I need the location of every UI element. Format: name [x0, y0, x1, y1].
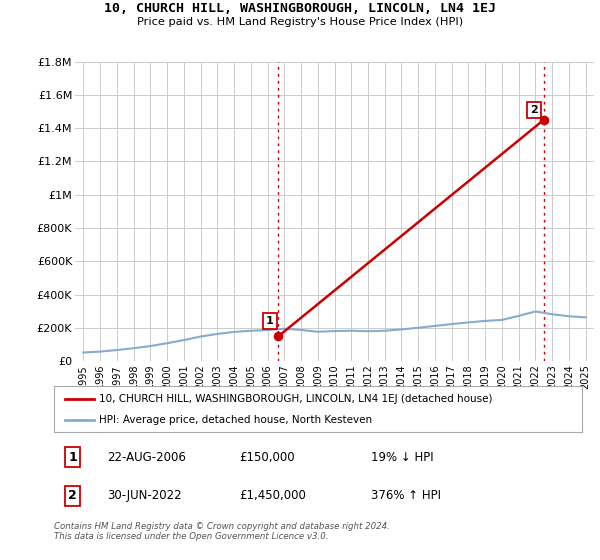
Text: HPI: Average price, detached house, North Kesteven: HPI: Average price, detached house, Nort… [99, 416, 372, 426]
Text: 10, CHURCH HILL, WASHINGBOROUGH, LINCOLN, LN4 1EJ (detached house): 10, CHURCH HILL, WASHINGBOROUGH, LINCOLN… [99, 394, 493, 404]
Point [539, 115, 548, 124]
Text: 376% ↑ HPI: 376% ↑ HPI [371, 489, 441, 502]
Text: 30-JUN-2022: 30-JUN-2022 [107, 489, 181, 502]
Text: £1,450,000: £1,450,000 [239, 489, 305, 502]
Text: Price paid vs. HM Land Registry's House Price Index (HPI): Price paid vs. HM Land Registry's House … [137, 17, 463, 27]
Text: 2: 2 [530, 105, 538, 115]
Text: 1: 1 [68, 451, 77, 464]
Point [274, 332, 283, 340]
Text: Contains HM Land Registry data © Crown copyright and database right 2024.
This d: Contains HM Land Registry data © Crown c… [54, 522, 390, 542]
Text: 2: 2 [68, 489, 77, 502]
Text: 1: 1 [266, 316, 274, 326]
Text: 22-AUG-2006: 22-AUG-2006 [107, 451, 185, 464]
Text: 10, CHURCH HILL, WASHINGBOROUGH, LINCOLN, LN4 1EJ: 10, CHURCH HILL, WASHINGBOROUGH, LINCOLN… [104, 2, 496, 15]
Text: 19% ↓ HPI: 19% ↓ HPI [371, 451, 433, 464]
Text: £150,000: £150,000 [239, 451, 295, 464]
